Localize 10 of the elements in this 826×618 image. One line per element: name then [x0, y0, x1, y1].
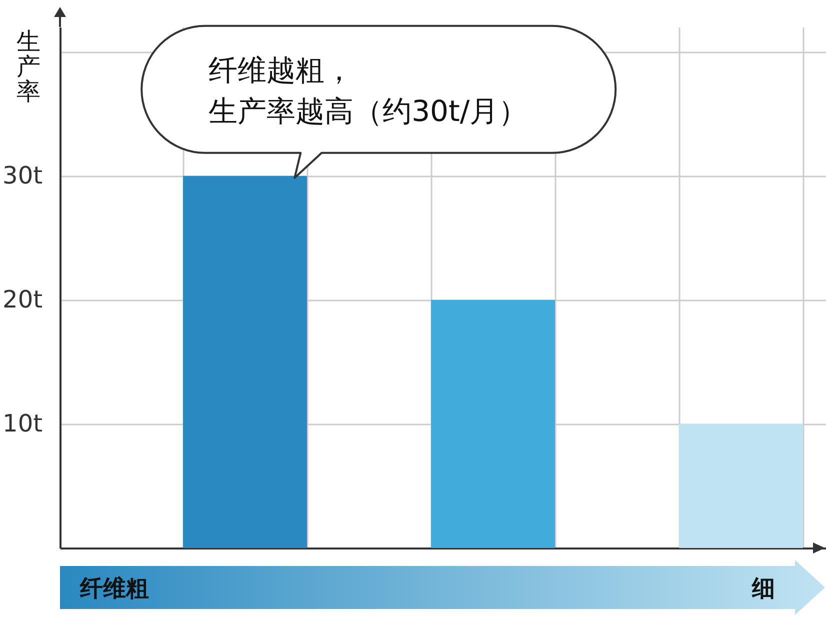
- text: 纤维粗: [79, 576, 149, 602]
- annotation: 纤维越粗，生产率越高（约30t/月）: [208, 52, 528, 128]
- y-tick-label: 20t: [2, 285, 42, 314]
- bar: [679, 424, 803, 548]
- bar: [183, 176, 308, 548]
- y-tick-label: 30t: [2, 161, 42, 190]
- y-axis-title: 生产率: [16, 28, 40, 106]
- bar: [431, 300, 556, 548]
- y-tick-label: 10t: [2, 409, 42, 438]
- text: 细: [751, 576, 775, 602]
